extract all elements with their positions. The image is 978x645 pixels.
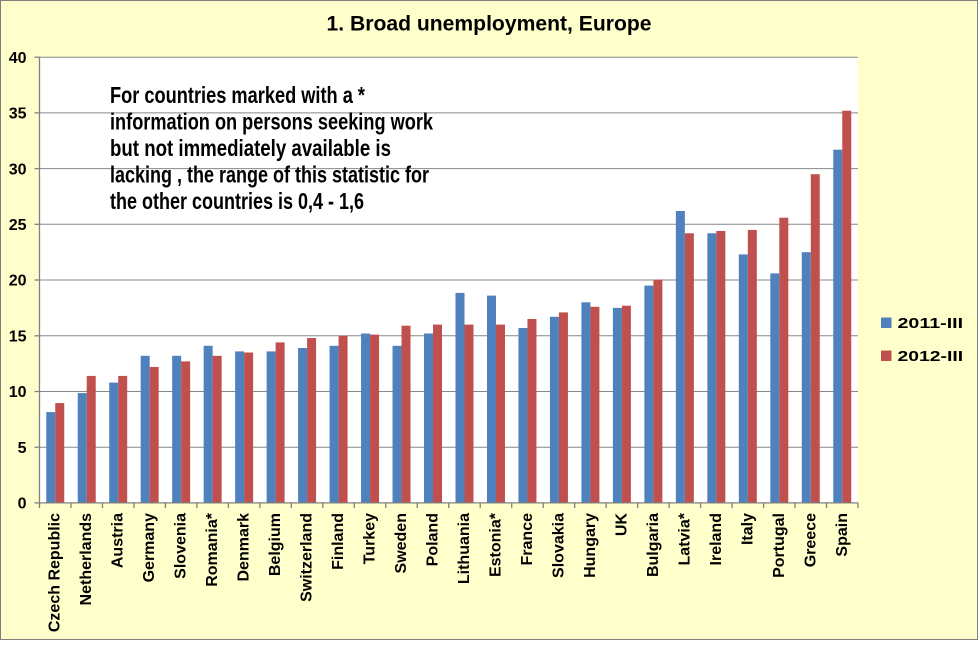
svg-text:lacking , the range of this st: lacking , the range of this statistic fo… [110, 161, 429, 187]
svg-text:2012-III: 2012-III [898, 348, 964, 365]
svg-text:30: 30 [9, 161, 27, 178]
svg-text:Romania*: Romania* [204, 512, 221, 587]
svg-text:but not immediately available: but not immediately available is [110, 135, 391, 161]
svg-text:Bulgaria: Bulgaria [645, 513, 662, 577]
svg-text:Hungary: Hungary [582, 513, 599, 578]
svg-text:Estonia*: Estonia* [487, 512, 504, 577]
svg-text:Latvia*: Latvia* [676, 512, 693, 565]
svg-text:0: 0 [18, 496, 27, 513]
svg-text:Belgium: Belgium [267, 513, 284, 576]
svg-text:Ireland: Ireland [708, 513, 725, 565]
svg-text:information on persons seeking: information on persons seeking work [110, 108, 434, 134]
svg-text:France: France [519, 513, 536, 566]
svg-text:25: 25 [9, 217, 27, 234]
svg-text:20: 20 [9, 273, 27, 290]
svg-text:Turkey: Turkey [362, 513, 379, 564]
svg-text:Denmark: Denmark [236, 513, 253, 582]
svg-text:Greece: Greece [802, 513, 819, 567]
svg-text:Sweden: Sweden [393, 513, 410, 573]
svg-text:15: 15 [9, 329, 27, 346]
svg-text:Slovenia: Slovenia [173, 513, 190, 579]
svg-text:Spain: Spain [834, 513, 851, 557]
svg-text:Netherlands: Netherlands [78, 513, 95, 606]
svg-text:5: 5 [18, 440, 27, 457]
svg-text:2011-III: 2011-III [898, 315, 964, 332]
svg-text:UK: UK [613, 513, 630, 537]
svg-text:Austria: Austria [110, 513, 127, 568]
svg-text:1. Broad unemployment, Europe: 1. Broad unemployment, Europe [327, 13, 652, 36]
svg-text:Lithuania: Lithuania [456, 513, 473, 584]
svg-text:Germany: Germany [141, 513, 158, 582]
svg-text:Slovakia: Slovakia [550, 513, 567, 578]
svg-text:Poland: Poland [425, 513, 442, 566]
svg-text:Czech Republic: Czech Republic [47, 513, 64, 632]
svg-text:40: 40 [9, 50, 27, 67]
svg-text:the other countries is 0,4 - 1: the other countries is 0,4 - 1,6 [110, 188, 364, 214]
svg-text:10: 10 [9, 384, 27, 401]
svg-text:Finland: Finland [330, 513, 347, 570]
svg-text:35: 35 [9, 106, 27, 123]
svg-text:Portugal: Portugal [771, 513, 788, 578]
svg-text:Switzerland: Switzerland [299, 513, 316, 602]
svg-text:Italy: Italy [739, 513, 756, 545]
svg-text:For countries marked with a *: For countries marked with a * [110, 82, 366, 108]
